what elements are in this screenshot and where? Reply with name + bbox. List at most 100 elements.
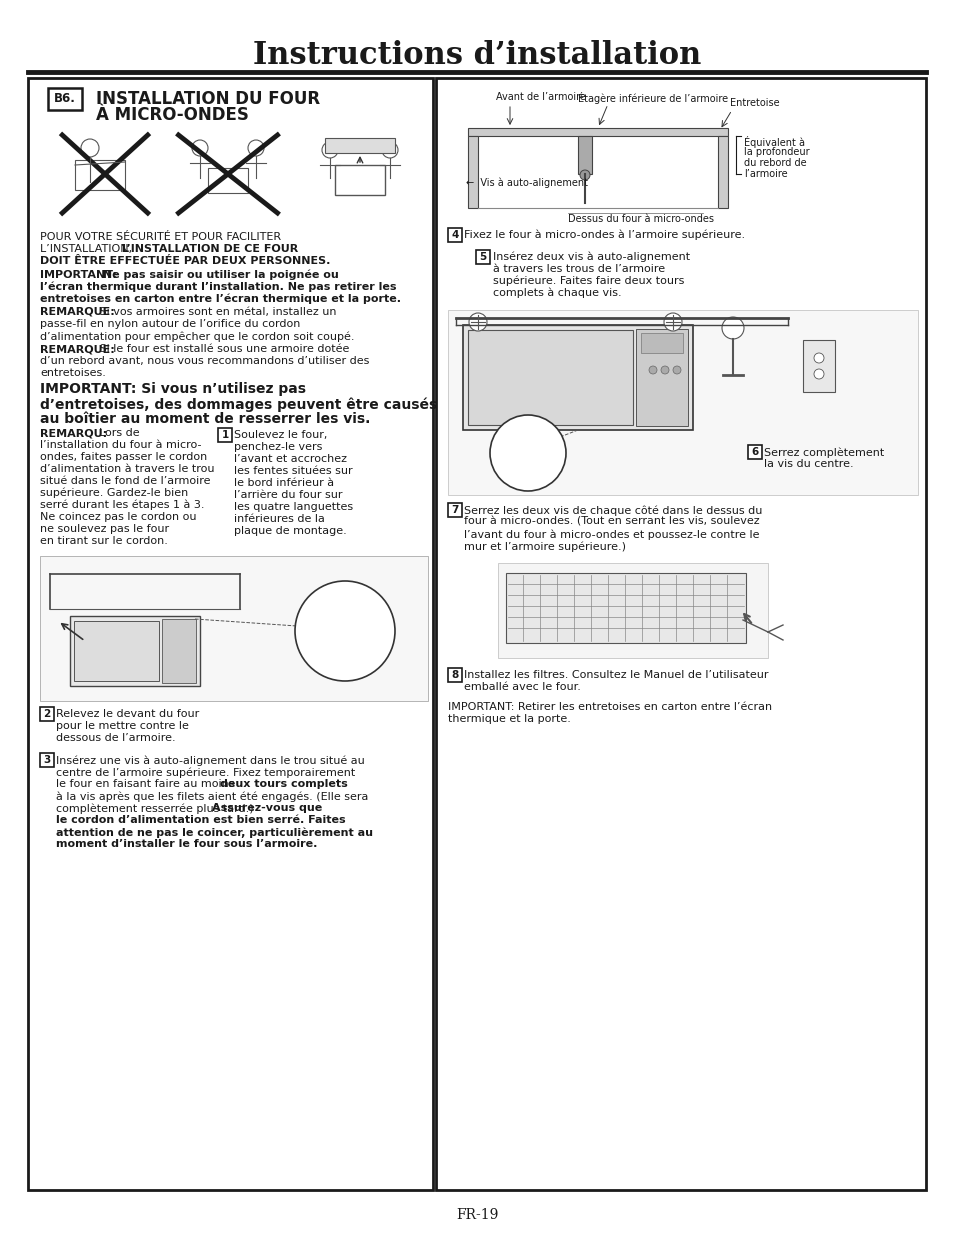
Text: 2: 2 bbox=[43, 709, 51, 719]
Text: 1: 1 bbox=[221, 430, 229, 439]
Bar bbox=[448, 310, 917, 495]
Circle shape bbox=[490, 415, 565, 491]
Text: attention de ne pas le coincer, particulièrement au: attention de ne pas le coincer, particul… bbox=[56, 827, 373, 837]
Bar bbox=[436, 78, 925, 1190]
Text: Ne coincez pas le cordon ou: Ne coincez pas le cordon ou bbox=[40, 513, 196, 522]
Text: supérieure. Gardez-le bien: supérieure. Gardez-le bien bbox=[40, 488, 188, 499]
Text: Si le four est installé sous une armoire dotée: Si le four est installé sous une armoire… bbox=[96, 344, 349, 354]
Text: à la vis après que les filets aient été engagés. (Elle sera: à la vis après que les filets aient été … bbox=[56, 791, 368, 801]
Bar bbox=[636, 329, 687, 426]
Text: serré durant les étapes 1 à 3.: serré durant les étapes 1 à 3. bbox=[40, 500, 204, 510]
Text: Serrez les deux vis de chaque côté dans le dessus du: Serrez les deux vis de chaque côté dans … bbox=[463, 505, 761, 515]
Text: d’alimentation à travers le trou: d’alimentation à travers le trou bbox=[40, 464, 214, 474]
Text: le cordon d’alimentation est bien serré. Faites: le cordon d’alimentation est bien serré.… bbox=[56, 815, 345, 825]
Text: REMARQUE:: REMARQUE: bbox=[40, 307, 114, 317]
Text: deux tours complets: deux tours complets bbox=[220, 779, 348, 789]
Text: pour le mettre contre le: pour le mettre contre le bbox=[56, 721, 189, 730]
Text: passe-fil en nylon autour de l’orifice du cordon: passe-fil en nylon autour de l’orifice d… bbox=[40, 319, 300, 329]
Text: Lors de: Lors de bbox=[91, 428, 139, 438]
Text: INSTALLATION DU FOUR: INSTALLATION DU FOUR bbox=[96, 90, 320, 108]
Bar bbox=[40, 707, 54, 721]
Bar bbox=[335, 165, 385, 196]
Text: le bord inférieur à: le bord inférieur à bbox=[233, 478, 334, 488]
Text: entretoises.: entretoises. bbox=[40, 368, 106, 378]
Text: IMPORTANT: Retirer les entretoises en carton entre l’écran: IMPORTANT: Retirer les entretoises en ca… bbox=[448, 702, 771, 712]
Text: Serrez complètement: Serrez complètement bbox=[763, 447, 883, 458]
Text: ne soulevez pas le four: ne soulevez pas le four bbox=[40, 524, 169, 534]
Text: l’avant du four à micro-ondes et poussez-le contre le: l’avant du four à micro-ondes et poussez… bbox=[463, 529, 759, 540]
Circle shape bbox=[813, 369, 823, 379]
Text: penchez-le vers: penchez-le vers bbox=[233, 442, 322, 452]
Bar bbox=[468, 331, 633, 425]
Text: d’alimentation pour empêcher que le cordon soit coupé.: d’alimentation pour empêcher que le cord… bbox=[40, 331, 355, 342]
Text: REMARQUE:: REMARQUE: bbox=[40, 344, 114, 354]
Text: ondes, faites passer le cordon: ondes, faites passer le cordon bbox=[40, 452, 207, 462]
Text: l’armoire: l’armoire bbox=[743, 170, 787, 180]
Bar bbox=[448, 503, 461, 517]
Text: Installez les filtres. Consultez le Manuel de l’utilisateur: Installez les filtres. Consultez le Manu… bbox=[463, 670, 768, 680]
Text: moment d’installer le four sous l’armoire.: moment d’installer le four sous l’armoir… bbox=[56, 839, 317, 849]
Bar bbox=[75, 160, 125, 189]
Text: supérieure. Faites faire deux tours: supérieure. Faites faire deux tours bbox=[493, 276, 683, 286]
Text: FR-19: FR-19 bbox=[456, 1208, 497, 1222]
Circle shape bbox=[672, 366, 680, 374]
Text: L’INSTALLATION,: L’INSTALLATION, bbox=[40, 244, 139, 254]
Text: emballé avec le four.: emballé avec le four. bbox=[463, 682, 580, 692]
Text: Si vos armoires sont en métal, installez un: Si vos armoires sont en métal, installez… bbox=[96, 307, 336, 317]
Circle shape bbox=[660, 366, 668, 374]
Text: complets à chaque vis.: complets à chaque vis. bbox=[493, 288, 621, 298]
Text: Insérez une vis à auto-alignement dans le trou situé au: Insérez une vis à auto-alignement dans l… bbox=[56, 755, 364, 765]
Text: REMARQU:: REMARQU: bbox=[40, 428, 107, 438]
Text: au boîtier au moment de resserrer les vis.: au boîtier au moment de resserrer les vi… bbox=[40, 412, 370, 426]
Circle shape bbox=[813, 353, 823, 363]
Bar bbox=[718, 136, 727, 208]
Text: 7: 7 bbox=[451, 505, 458, 515]
Text: Soulevez le four,: Soulevez le four, bbox=[233, 430, 327, 439]
Text: IMPORTANT:: IMPORTANT: bbox=[40, 270, 117, 280]
Bar bbox=[476, 250, 490, 264]
Circle shape bbox=[579, 170, 589, 180]
Bar bbox=[40, 753, 54, 768]
Bar bbox=[448, 669, 461, 682]
Text: four à micro-ondes. (Tout en serrant les vis, soulevez: four à micro-ondes. (Tout en serrant les… bbox=[463, 517, 759, 527]
Text: d’un rebord avant, nous vous recommandons d’utiliser des: d’un rebord avant, nous vous recommandon… bbox=[40, 357, 369, 366]
Text: 5: 5 bbox=[478, 253, 486, 262]
Bar bbox=[70, 617, 200, 686]
Bar bbox=[468, 128, 727, 136]
Text: le four en faisant faire au moins: le four en faisant faire au moins bbox=[56, 779, 237, 789]
Bar bbox=[578, 136, 592, 175]
Text: Étagère inférieure de l’armoire: Étagère inférieure de l’armoire bbox=[578, 92, 727, 104]
Text: 3: 3 bbox=[43, 755, 51, 765]
Bar bbox=[208, 168, 248, 193]
Text: mur et l’armoire supérieure.): mur et l’armoire supérieure.) bbox=[463, 541, 625, 551]
Text: Insérez deux vis à auto-alignement: Insérez deux vis à auto-alignement bbox=[493, 253, 689, 262]
Bar bbox=[162, 619, 195, 683]
Circle shape bbox=[294, 581, 395, 681]
Bar bbox=[28, 78, 433, 1190]
Circle shape bbox=[648, 366, 657, 374]
Text: les fentes situées sur: les fentes situées sur bbox=[233, 465, 353, 475]
Text: l’installation du four à micro-: l’installation du four à micro- bbox=[40, 439, 201, 449]
Bar bbox=[323, 613, 367, 635]
Text: Avant de l’armoire: Avant de l’armoire bbox=[496, 92, 585, 102]
Bar bbox=[747, 444, 761, 459]
Text: Dessus du four à micro-ondes: Dessus du four à micro-ondes bbox=[567, 214, 713, 224]
Bar bbox=[505, 573, 745, 643]
Text: à travers les trous de l’armoire: à travers les trous de l’armoire bbox=[493, 264, 664, 274]
Text: les quatre languettes: les quatre languettes bbox=[233, 501, 353, 513]
Text: l’arrière du four sur: l’arrière du four sur bbox=[233, 490, 342, 500]
Text: situé dans le fond de l’armoire: situé dans le fond de l’armoire bbox=[40, 475, 211, 487]
Text: dessous de l’armoire.: dessous de l’armoire. bbox=[56, 733, 175, 743]
Circle shape bbox=[469, 313, 486, 331]
Text: du rebord de: du rebord de bbox=[743, 158, 806, 168]
Text: en tirant sur le cordon.: en tirant sur le cordon. bbox=[40, 536, 168, 546]
Text: d’entretoises, des dommages peuvent être causés: d’entretoises, des dommages peuvent être… bbox=[40, 397, 436, 411]
Text: À MICRO-ONDES: À MICRO-ONDES bbox=[96, 106, 249, 124]
Bar bbox=[468, 136, 477, 208]
Text: entretoises en carton entre l’écran thermique et la porte.: entretoises en carton entre l’écran ther… bbox=[40, 293, 400, 305]
Text: POUR VOTRE SÉCURITÉ ET POUR FACILITER: POUR VOTRE SÉCURITÉ ET POUR FACILITER bbox=[40, 232, 281, 241]
Bar bbox=[802, 340, 834, 392]
Bar bbox=[640, 333, 682, 353]
Text: Assurez-vous que: Assurez-vous que bbox=[212, 803, 322, 813]
Text: 6: 6 bbox=[751, 447, 758, 457]
